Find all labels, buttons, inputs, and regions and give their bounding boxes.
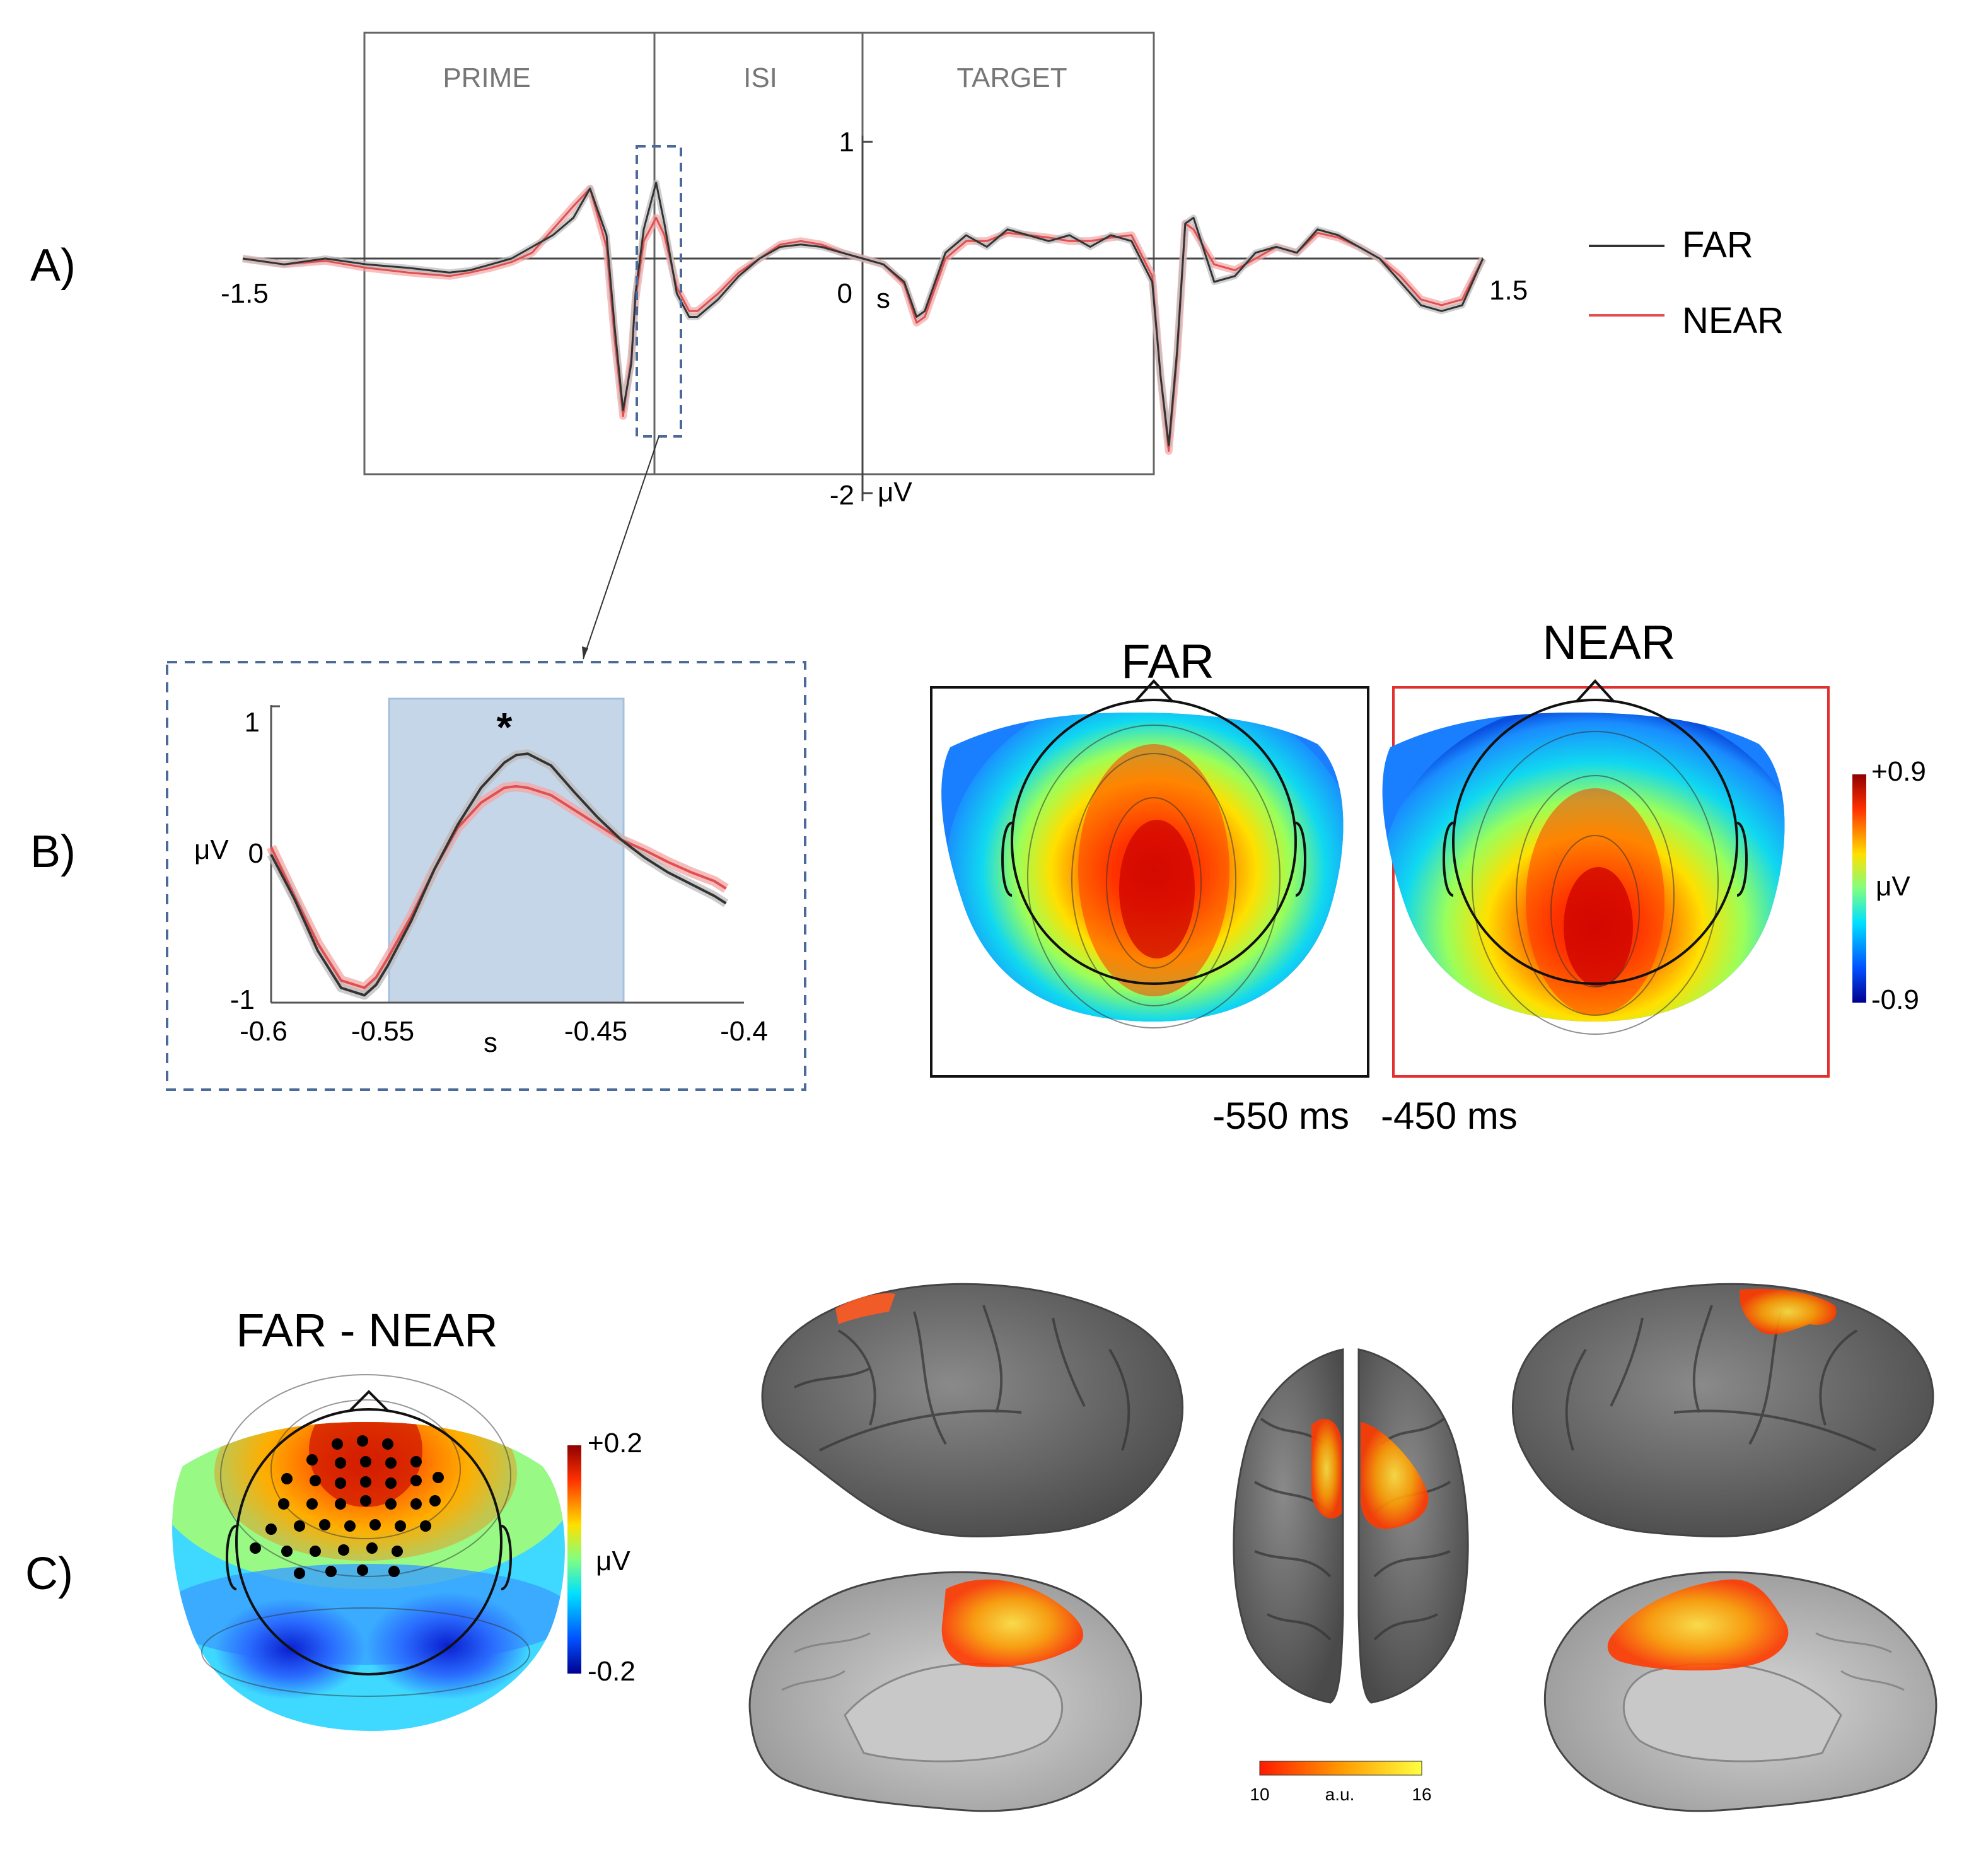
- far-line-a: [242, 182, 1484, 446]
- b-y-unit: μV: [194, 834, 229, 865]
- colorbar-b-max: +0.9: [1871, 756, 1926, 787]
- brain-left-lateral: [761, 1283, 1183, 1538]
- nose-diff: [349, 1390, 389, 1412]
- significant-electrodes: [250, 1435, 444, 1579]
- topo-title-near: NEAR: [1542, 616, 1675, 670]
- epoch-label-isi: ISI: [743, 62, 777, 93]
- b-x-tick-3: -0.45: [564, 1016, 627, 1047]
- colorbar-c-gradient: [567, 1445, 581, 1674]
- zoom-arrow: [583, 436, 659, 660]
- source-colorbar-max: 16: [1412, 1785, 1431, 1804]
- x-tick-label-left: -1.5: [221, 278, 269, 309]
- legend-far-label: FAR: [1682, 224, 1753, 265]
- left-lateral-activation: [835, 1293, 895, 1324]
- topomap-far: [941, 713, 1344, 1022]
- b-x-tick-2: -0.55: [351, 1016, 414, 1047]
- y-unit-label: μV: [878, 477, 912, 508]
- panel-label-c: C): [25, 1549, 73, 1599]
- colorbar-c-unit: μV: [596, 1546, 630, 1576]
- erp-panel-b-zoom: 1 0 -1 μV -0.6 -0.55 -0.45 -0.4 s *: [166, 661, 806, 1091]
- colorbar-c-min: -0.2: [588, 1656, 636, 1687]
- difference-title: FAR - NEAR: [236, 1304, 497, 1356]
- right-lateral-activation: [1740, 1288, 1837, 1335]
- nose-near: [1575, 679, 1615, 703]
- difference-contours: [201, 1374, 530, 1697]
- y-tick-label-bottom: -2: [830, 480, 854, 511]
- source-colorbar-gradient: [1259, 1761, 1422, 1776]
- topo-contours-far: [1027, 725, 1281, 1028]
- brain-left-medial: [748, 1571, 1142, 1812]
- zoom-panel-frame: [166, 661, 806, 1091]
- panel-label-a: A): [30, 240, 76, 291]
- dorsal-activation-right: [1361, 1422, 1429, 1529]
- right-ear-diff: [501, 1525, 512, 1590]
- epoch-frame: [363, 32, 1155, 475]
- colorbar-c-max: +0.2: [588, 1428, 642, 1459]
- time-window-start: -550 ms: [1212, 1095, 1349, 1137]
- panel-label-b: B): [30, 827, 76, 877]
- b-y-tick-0: 0: [248, 838, 264, 869]
- legend-near-label: NEAR: [1682, 300, 1784, 341]
- b-x-unit: s: [484, 1027, 497, 1058]
- b-x-tick-4: -0.4: [720, 1016, 768, 1047]
- brain-right-medial: [1543, 1571, 1937, 1812]
- source-colorbar: 10 a.u. 16: [1250, 1761, 1432, 1804]
- brain-dorsal: [1233, 1348, 1469, 1704]
- topo-contours-near: [1472, 731, 1719, 1035]
- head-outline-far: [1011, 699, 1297, 985]
- b-y-tick-1: 1: [245, 707, 260, 738]
- topo-frame-near: [1392, 686, 1830, 1078]
- epoch-label-target: TARGET: [956, 62, 1067, 93]
- right-ear-far: [1295, 822, 1306, 897]
- colorbar-b-unit: μV: [1876, 871, 1910, 902]
- near-line-b: [270, 784, 727, 989]
- source-colorbar-min: 10: [1250, 1785, 1269, 1804]
- right-medial-activation: [1607, 1579, 1789, 1671]
- colorbar-c: +0.2 μV -0.2: [567, 1428, 642, 1687]
- colorbar-b-min: -0.9: [1871, 984, 1919, 1015]
- left-ear-far: [1001, 822, 1013, 897]
- significance-star: *: [497, 704, 513, 750]
- brain-right-lateral: [1512, 1283, 1934, 1538]
- head-outline-near: [1452, 699, 1738, 985]
- colorbar-b-gradient: [1852, 774, 1866, 1003]
- left-ear-near: [1443, 822, 1454, 897]
- topomap-near-group: NEAR: [1382, 616, 1830, 1078]
- epoch-label-prime: PRIME: [443, 62, 530, 93]
- zoom-arrow-head: [582, 646, 588, 659]
- topomap-near: [1382, 713, 1785, 1022]
- x-tick-label-right: 1.5: [1489, 275, 1528, 306]
- dorsal-activation-left: [1311, 1419, 1342, 1519]
- x-unit-label: s: [876, 283, 890, 314]
- time-window-end: -450 ms: [1381, 1095, 1518, 1137]
- head-outline-diff: [235, 1408, 503, 1675]
- y-tick-label-top: 1: [839, 127, 854, 158]
- nose-far: [1134, 679, 1174, 703]
- left-medial-activation: [941, 1579, 1084, 1667]
- x-tick-label-zero: 0: [837, 278, 852, 309]
- significance-window: [388, 697, 625, 1004]
- colorbar-b: +0.9 μV -0.9: [1852, 756, 1926, 1015]
- erp-panel-a: PRIME ISI TARGET 1 -2 μV -1.5 0 s 1.5 FA…: [221, 32, 1784, 660]
- b-x-tick-1: -0.6: [240, 1016, 288, 1047]
- left-ear-diff: [226, 1525, 237, 1590]
- right-ear-near: [1736, 822, 1748, 897]
- source-colorbar-unit: a.u.: [1325, 1785, 1355, 1804]
- topo-title-far: FAR: [1121, 635, 1214, 689]
- far-line-b: [270, 752, 727, 997]
- topomap-difference: [172, 1374, 565, 1731]
- b-y-tick-neg1: -1: [230, 984, 255, 1015]
- topomap-far-group: FAR: [930, 635, 1369, 1078]
